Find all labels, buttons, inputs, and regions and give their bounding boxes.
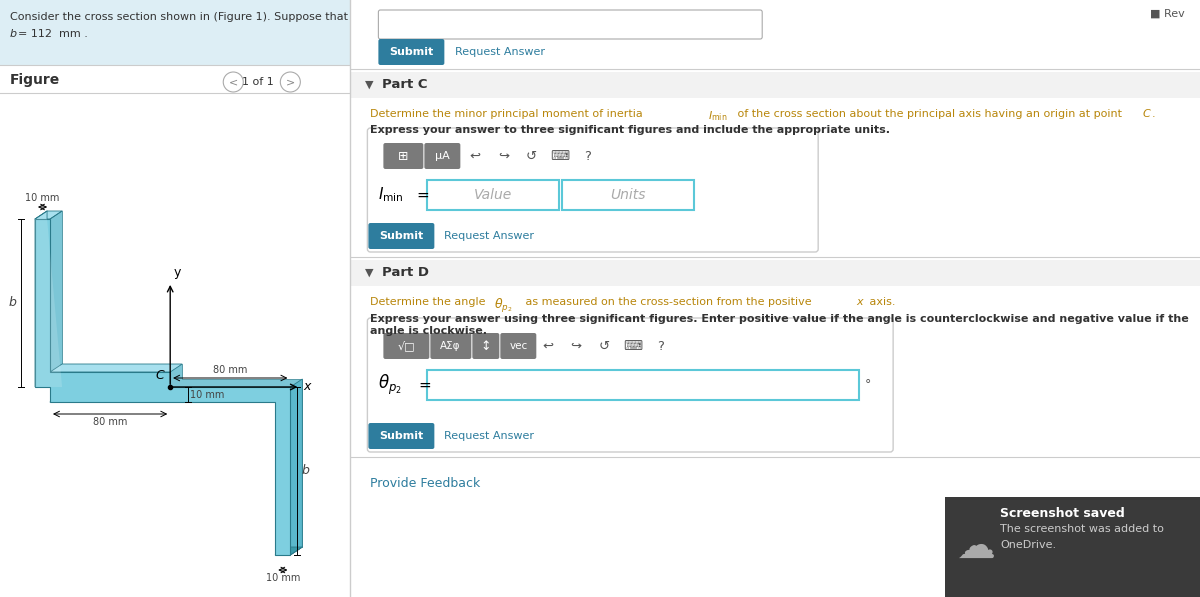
Text: b: b [8,297,17,309]
Text: Express your answer to three significant figures and include the appropriate uni: Express your answer to three significant… [371,125,890,135]
Text: $I_{\mathrm{min}}$: $I_{\mathrm{min}}$ [708,109,727,123]
FancyBboxPatch shape [378,39,444,65]
Text: Express your answer using three significant figures. Enter positive value if the: Express your answer using three signific… [371,314,1189,336]
Text: Units: Units [611,188,646,202]
FancyBboxPatch shape [500,333,536,359]
Text: ▼: ▼ [365,268,374,278]
Text: Consider the cross section shown in (Figure 1). Suppose that: Consider the cross section shown in (Fig… [10,12,348,22]
Text: b: b [301,464,310,478]
Polygon shape [35,211,62,219]
Text: Submit: Submit [379,231,424,241]
FancyBboxPatch shape [563,180,695,210]
Polygon shape [290,379,302,555]
Text: ⌨: ⌨ [623,340,642,352]
FancyBboxPatch shape [0,0,350,65]
Text: <: < [229,77,238,87]
Text: ↺: ↺ [526,149,536,162]
Text: $\theta_{p_2}$: $\theta_{p_2}$ [494,297,512,315]
Text: Part D: Part D [383,266,430,279]
Text: Part C: Part C [383,78,428,91]
Text: y: y [173,266,180,279]
Text: ↩: ↩ [469,149,481,162]
FancyBboxPatch shape [367,318,893,452]
Text: C: C [156,369,164,382]
Text: C: C [1144,109,1151,119]
Text: of the cross section about the principal axis having an origin at point: of the cross section about the principal… [734,109,1126,119]
Text: ▼: ▼ [365,80,374,90]
Polygon shape [35,219,62,387]
Polygon shape [275,547,302,555]
Text: 80 mm: 80 mm [92,417,127,427]
Text: ⊞: ⊞ [398,149,409,162]
Text: ?: ? [656,340,664,352]
Text: Request Answer: Request Answer [444,431,534,441]
Polygon shape [50,364,182,372]
Text: 10 mm: 10 mm [25,193,60,203]
FancyBboxPatch shape [368,423,434,449]
Text: Submit: Submit [389,47,433,57]
Text: $I_{\mathrm{min}}$: $I_{\mathrm{min}}$ [378,186,404,204]
Text: Figure: Figure [10,73,60,87]
Text: axis.: axis. [866,297,895,307]
Text: ?: ? [584,149,590,162]
Text: ☁: ☁ [955,528,995,566]
FancyBboxPatch shape [367,128,818,252]
Text: 10 mm: 10 mm [265,573,300,583]
Text: $\theta_{p_2}$: $\theta_{p_2}$ [378,373,402,397]
Text: °: ° [865,378,871,392]
Text: =: = [416,187,430,202]
Text: 10 mm: 10 mm [191,389,224,399]
FancyBboxPatch shape [427,370,859,400]
Text: AΣφ: AΣφ [440,341,461,351]
Text: .: . [1152,109,1156,119]
Text: 1 of 1: 1 of 1 [242,77,274,87]
Polygon shape [35,219,290,555]
Text: The screenshot was added to: The screenshot was added to [1000,524,1164,534]
Text: Value: Value [474,188,512,202]
Text: Screenshot saved: Screenshot saved [1000,507,1124,520]
Text: μA: μA [434,151,450,161]
Text: b: b [10,29,17,39]
Text: √□: √□ [397,341,415,352]
FancyBboxPatch shape [946,497,1200,597]
FancyBboxPatch shape [368,223,434,249]
Text: ↩: ↩ [542,340,554,352]
FancyBboxPatch shape [431,333,472,359]
Text: Submit: Submit [379,431,424,441]
Text: Provide Feedback: Provide Feedback [371,477,481,490]
Text: vec: vec [509,341,528,351]
FancyBboxPatch shape [427,180,559,210]
Text: ■ Rev: ■ Rev [1150,9,1184,19]
FancyBboxPatch shape [383,143,424,169]
Text: 80 mm: 80 mm [214,365,247,375]
Text: OneDrive.: OneDrive. [1000,540,1056,550]
Text: =: = [419,377,431,392]
FancyBboxPatch shape [383,333,430,359]
Text: ↺: ↺ [599,340,610,352]
FancyBboxPatch shape [473,333,499,359]
Polygon shape [47,211,302,547]
FancyBboxPatch shape [378,10,762,39]
Text: Request Answer: Request Answer [455,47,545,57]
Text: ↕: ↕ [480,340,491,352]
Text: = 112  mm .: = 112 mm . [18,29,88,39]
Text: Determine the minor principal moment of inertia: Determine the minor principal moment of … [371,109,647,119]
Text: ↪: ↪ [498,149,509,162]
Text: as measured on the cross-section from the positive: as measured on the cross-section from th… [522,297,816,307]
FancyBboxPatch shape [425,143,461,169]
FancyBboxPatch shape [350,72,1200,98]
Text: Determine the angle: Determine the angle [371,297,490,307]
Text: ⌨: ⌨ [550,149,569,162]
Text: Request Answer: Request Answer [444,231,534,241]
Text: x: x [304,380,311,393]
Polygon shape [35,211,47,387]
Text: ↪: ↪ [571,340,582,352]
FancyBboxPatch shape [350,260,1200,286]
Text: >: > [286,77,295,87]
Text: x: x [856,297,863,307]
